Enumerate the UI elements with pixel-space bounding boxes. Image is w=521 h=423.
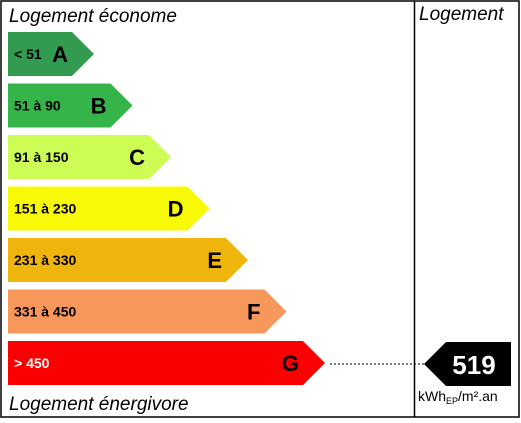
class-bar-shape — [8, 186, 210, 231]
class-letter: D — [168, 197, 184, 222]
class-letter: G — [282, 351, 299, 376]
column-header: Logement — [419, 4, 504, 25]
class-bar-shape — [8, 238, 248, 282]
class-range-label: 331 à 450 — [14, 304, 76, 320]
class-bar-shape — [8, 83, 133, 128]
class-bar-d: 151 à 230 D — [8, 186, 210, 231]
top-caption: Logement économe — [9, 6, 177, 27]
class-bar-b: 51 à 90 B — [8, 83, 133, 128]
class-bar-shape — [8, 32, 94, 76]
bottom-caption: Logement énergivore — [9, 394, 189, 415]
value-marker — [424, 342, 511, 386]
unit-suffix: /m².an — [458, 388, 498, 404]
class-bar-a: < 51 A — [8, 32, 94, 76]
class-letter: F — [247, 300, 260, 325]
class-bar-shape — [8, 135, 171, 179]
class-bar-g: > 450 G — [8, 341, 325, 385]
energy-unit: kWhEP/m².an — [418, 388, 498, 406]
class-bar-shape — [8, 289, 287, 334]
class-bar-shape — [8, 341, 325, 385]
class-letter: C — [129, 145, 145, 170]
class-bars: < 51 A 51 à 90 B 91 à 150 C 151 à 230 D 231 à 33… — [8, 32, 325, 385]
class-bar-e: 231 à 330 E — [8, 238, 248, 282]
unit-prefix: kWh — [418, 388, 446, 404]
class-letter: B — [91, 94, 107, 119]
class-letter: A — [52, 42, 68, 67]
class-range-label: 151 à 230 — [14, 201, 76, 217]
class-range-label: 91 à 150 — [14, 149, 69, 165]
class-range-label: 231 à 330 — [14, 252, 76, 268]
class-bar-c: 91 à 150 C — [8, 135, 171, 179]
class-letter: E — [207, 248, 222, 273]
class-range-label: 51 à 90 — [14, 98, 61, 114]
energy-value: 519 — [452, 350, 495, 380]
class-range-label: < 51 — [14, 46, 42, 62]
class-range-label: > 450 — [14, 355, 50, 371]
unit-subscript: EP — [446, 396, 458, 406]
class-bar-f: 331 à 450 F — [8, 289, 287, 334]
